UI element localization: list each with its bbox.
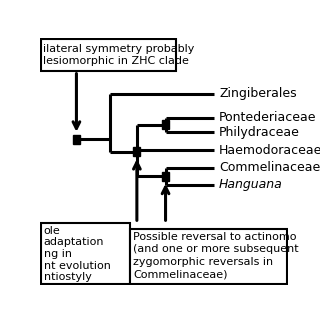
Text: Commelinaceae): Commelinaceae) [133,269,228,279]
Text: nt evolution: nt evolution [44,260,111,270]
Text: adaptation: adaptation [44,237,104,247]
Polygon shape [73,135,80,144]
Text: Pontederiaceae: Pontederiaceae [219,111,316,124]
Text: Possible reversal to actinomo: Possible reversal to actinomo [133,232,297,242]
Text: Philydraceae: Philydraceae [219,126,300,139]
Bar [41,223,130,284]
Text: ng in: ng in [44,249,72,259]
Text: ilateral symmetry probably: ilateral symmetry probably [43,44,195,54]
Polygon shape [162,120,169,129]
Polygon shape [133,147,140,156]
Text: lesiomorphic in ZHC clade: lesiomorphic in ZHC clade [43,56,189,66]
Text: ntiostyly: ntiostyly [44,272,92,282]
Text: zygomorphic reversals in: zygomorphic reversals in [133,257,273,267]
Text: Zingiberales: Zingiberales [219,87,297,100]
Polygon shape [162,172,169,181]
Text: Haemodoraceae: Haemodoraceae [219,144,320,156]
Text: ole: ole [44,226,60,236]
Bar [130,229,287,284]
Text: Hanguana: Hanguana [219,178,283,191]
Text: (and one or more subsequent: (and one or more subsequent [133,244,299,254]
Text: Commelinaceae: Commelinaceae [219,161,320,174]
Bar [41,39,176,71]
